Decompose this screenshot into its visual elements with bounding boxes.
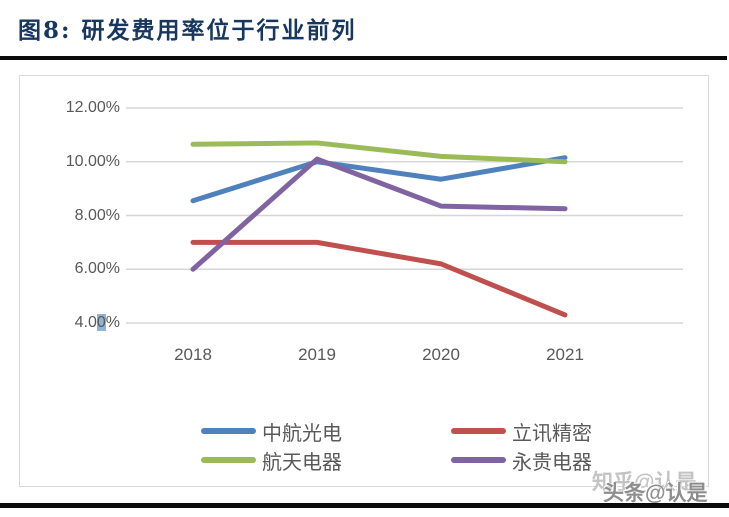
- legend-swatch-green: [201, 457, 256, 463]
- x-tick-label: 2020: [422, 345, 460, 364]
- tick-text: 4.0: [74, 314, 97, 331]
- legend-item-hangtian: 航天电器: [201, 447, 342, 474]
- line-chart-plot: [126, 107, 683, 324]
- y-tick-label: 12.00%: [65, 99, 120, 116]
- legend-label: 中航光电: [262, 422, 342, 445]
- legend-item-lixun: 立讯精密: [451, 418, 592, 445]
- top-divider: [0, 56, 727, 60]
- series-line-3: [190, 156, 568, 272]
- series-line-1: [190, 239, 568, 318]
- legend-label: 立讯精密: [512, 422, 592, 445]
- legend-label: 航天电器: [262, 451, 342, 474]
- tick-text: %: [105, 314, 120, 331]
- chart-container: 12.00% 10.00% 8.00% 6.00% 4.00% 2018 2019 2020…: [19, 75, 709, 487]
- legend-swatch-blue: [201, 428, 256, 434]
- y-tick-label: 4.00%: [36, 312, 120, 334]
- series-line-0: [190, 155, 568, 204]
- x-tick-label: 2021: [546, 345, 584, 364]
- legend-item-yonggui: 永贵电器: [451, 447, 592, 474]
- legend-swatch-purple: [451, 457, 506, 463]
- series-line-2: [190, 140, 568, 165]
- y-tick-label: 10.00%: [65, 152, 120, 170]
- x-tick-label: 2018: [174, 345, 212, 364]
- legend-swatch-red: [451, 428, 506, 434]
- watermark-toutiao: 头条@认是: [603, 482, 708, 505]
- watermark-zhihu: 知乎@认是: [592, 471, 697, 494]
- text-selection-highlight: 0: [96, 314, 106, 331]
- y-tick-label: 6.00%: [74, 260, 120, 278]
- bottom-divider: [0, 503, 729, 508]
- figure-title: 图8: 研发费用率位于行业前列: [18, 17, 357, 44]
- legend-label: 永贵电器: [512, 451, 592, 474]
- x-tick-label: 2019: [298, 345, 336, 364]
- legend-item-zhonghang: 中航光电: [201, 418, 342, 445]
- y-tick-label: 8.00%: [74, 206, 120, 224]
